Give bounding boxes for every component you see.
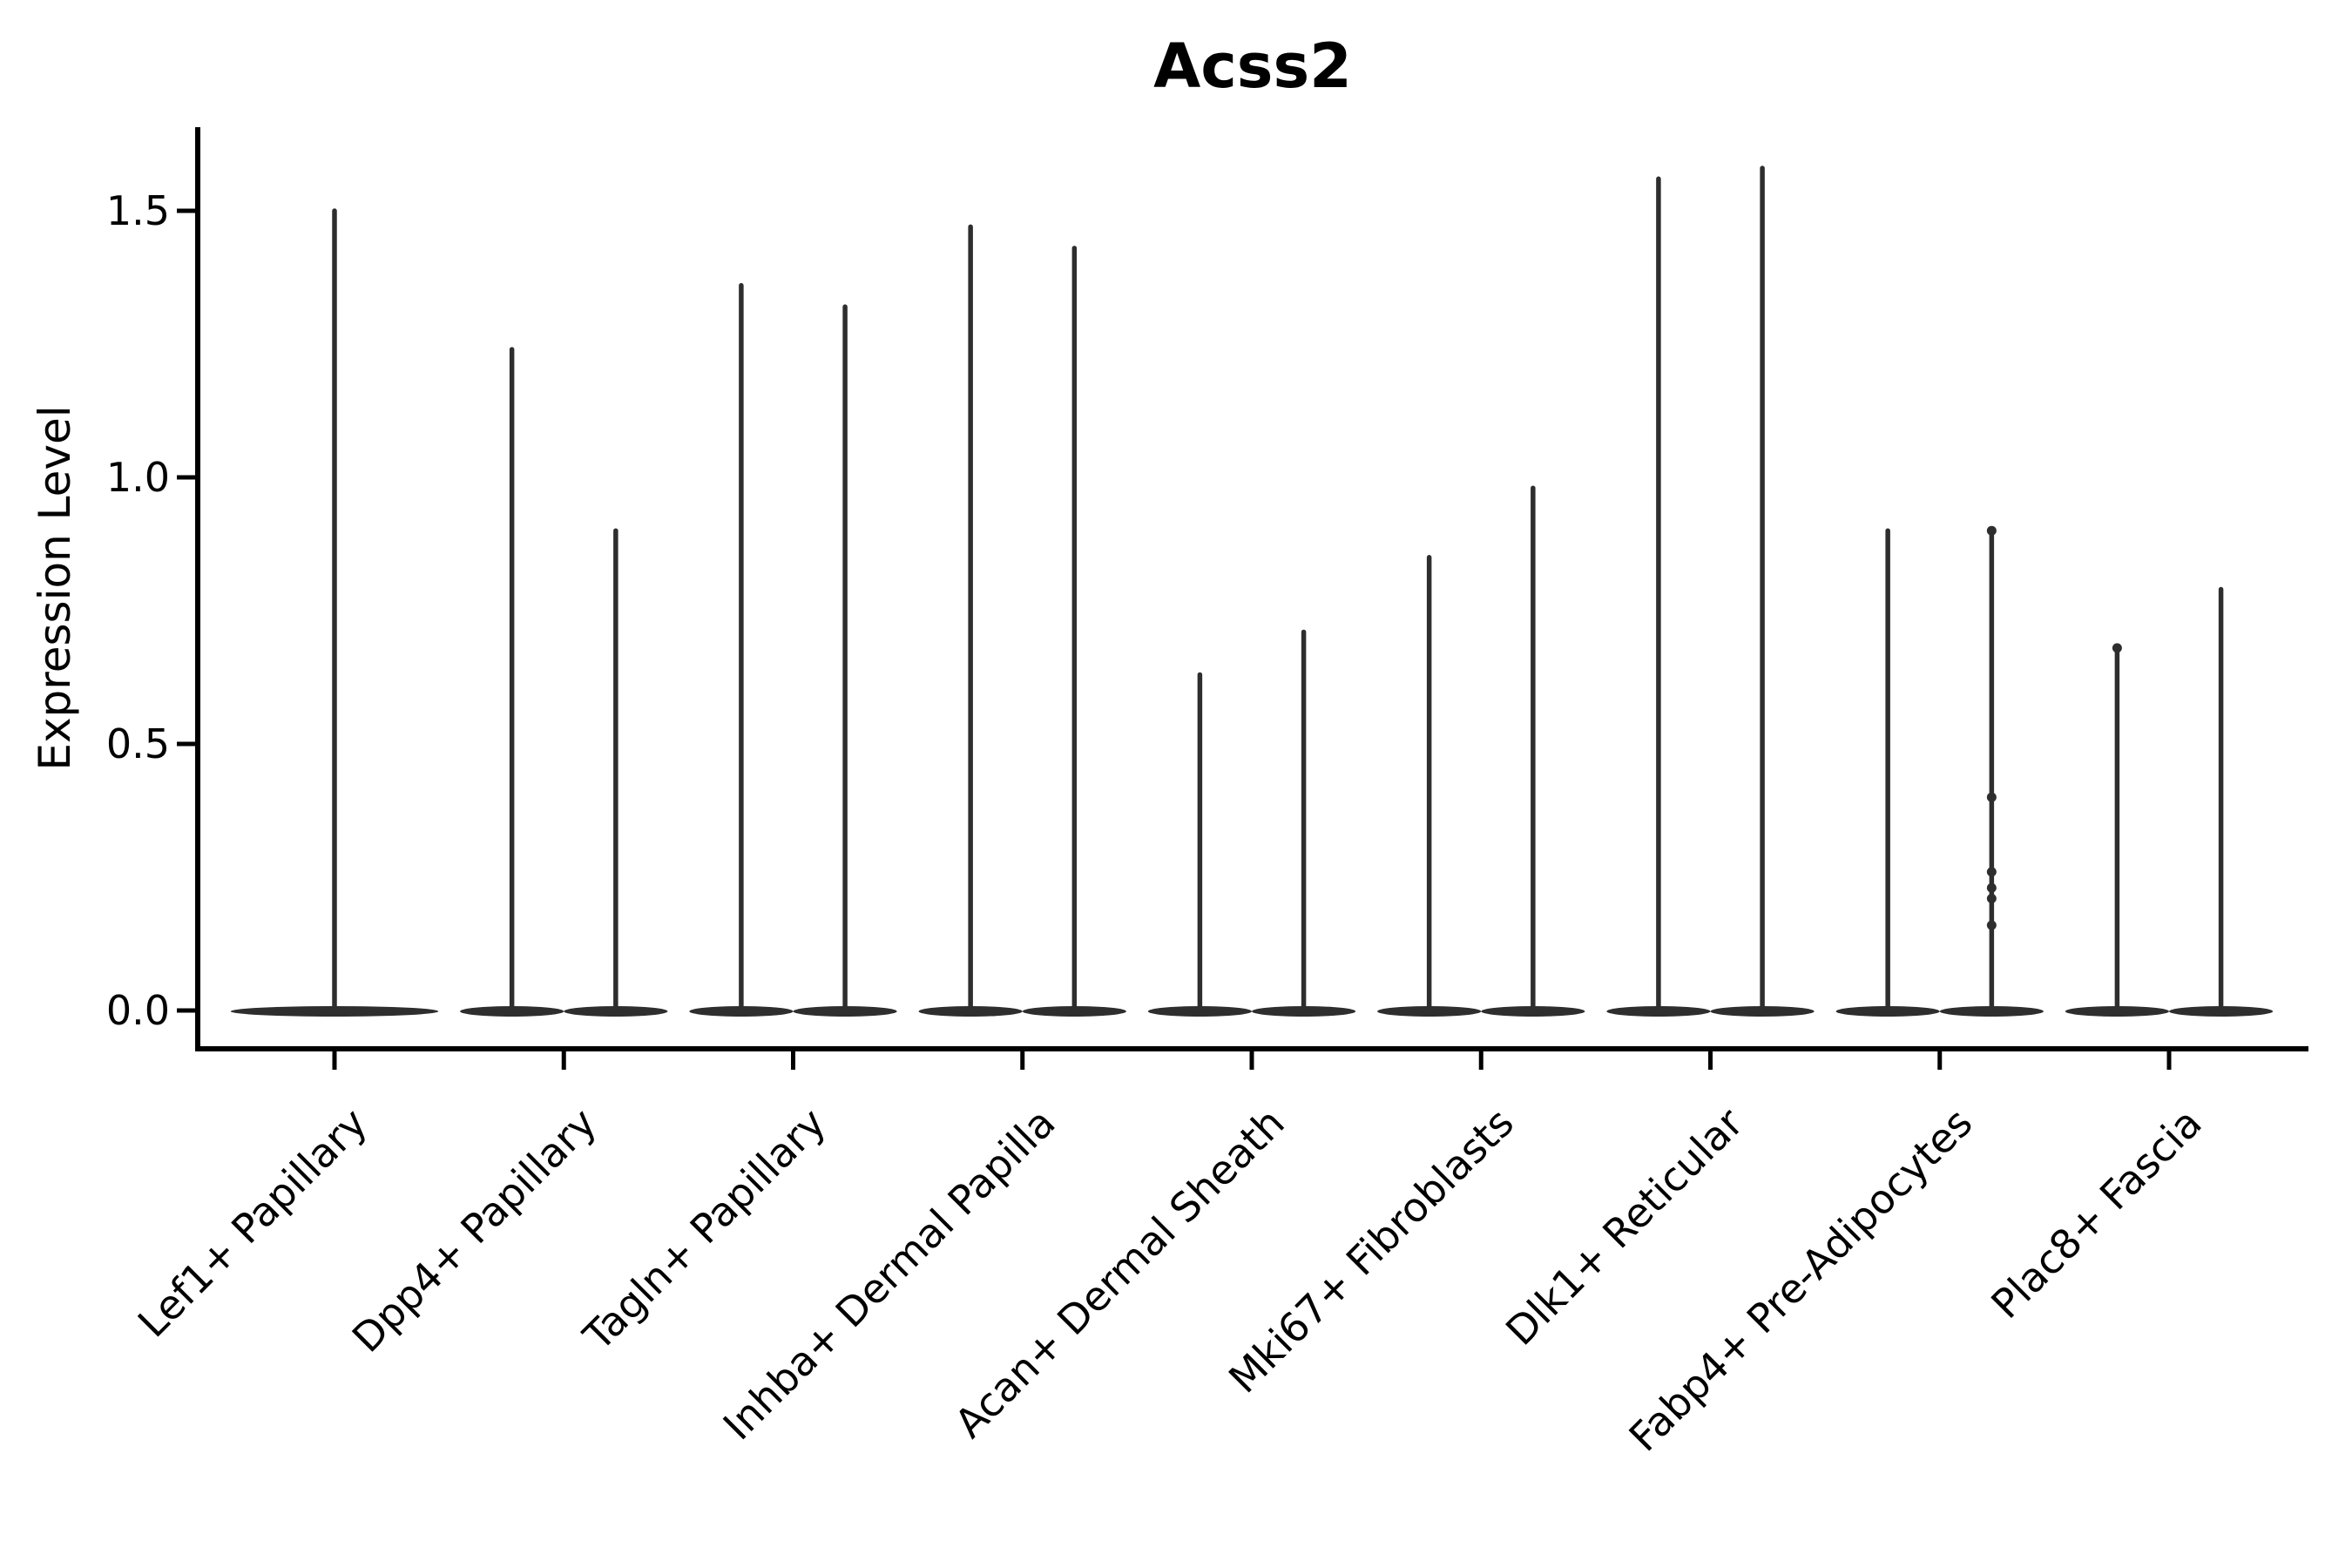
violin-group: [689, 282, 897, 1017]
jitter-point: [2112, 643, 2122, 653]
violin-group: [1835, 525, 2044, 1017]
violin-group: [2065, 586, 2274, 1017]
x-tick-label: Dpp4+ Papillary: [343, 1099, 605, 1362]
x-tick-label: Tagln+ Papillary: [574, 1099, 835, 1361]
violin-group: [1377, 485, 1585, 1017]
violins-layer: [230, 166, 2274, 1017]
jitter-point: [1986, 893, 1997, 903]
violin-group: [230, 208, 439, 1017]
y-tick-label: 0.0: [106, 987, 170, 1034]
x-tick-label: Plac8+ Fascia: [1982, 1099, 2210, 1328]
jitter-point: [1986, 525, 1997, 536]
chart-title: Acss2: [1153, 30, 1352, 102]
y-tick-label: 0.5: [106, 720, 170, 767]
y-axis-label: Expression Level: [30, 405, 80, 770]
jitter-point: [1986, 920, 1997, 930]
jitter-point: [1986, 792, 1997, 802]
jitter-point: [1986, 867, 1997, 877]
y-tick-label: 1.5: [106, 187, 170, 234]
violin-group: [460, 347, 668, 1017]
violin-group: [1606, 166, 1815, 1017]
violin-group: [918, 224, 1126, 1017]
x-tick-label: Lef1+ Papillary: [129, 1099, 376, 1347]
x-tick-label: Dlk1+ Reticular: [1497, 1099, 1752, 1355]
jitter-point: [1986, 882, 1997, 893]
y-tick-label: 1.0: [106, 454, 170, 501]
violin-group: [1147, 629, 1356, 1017]
